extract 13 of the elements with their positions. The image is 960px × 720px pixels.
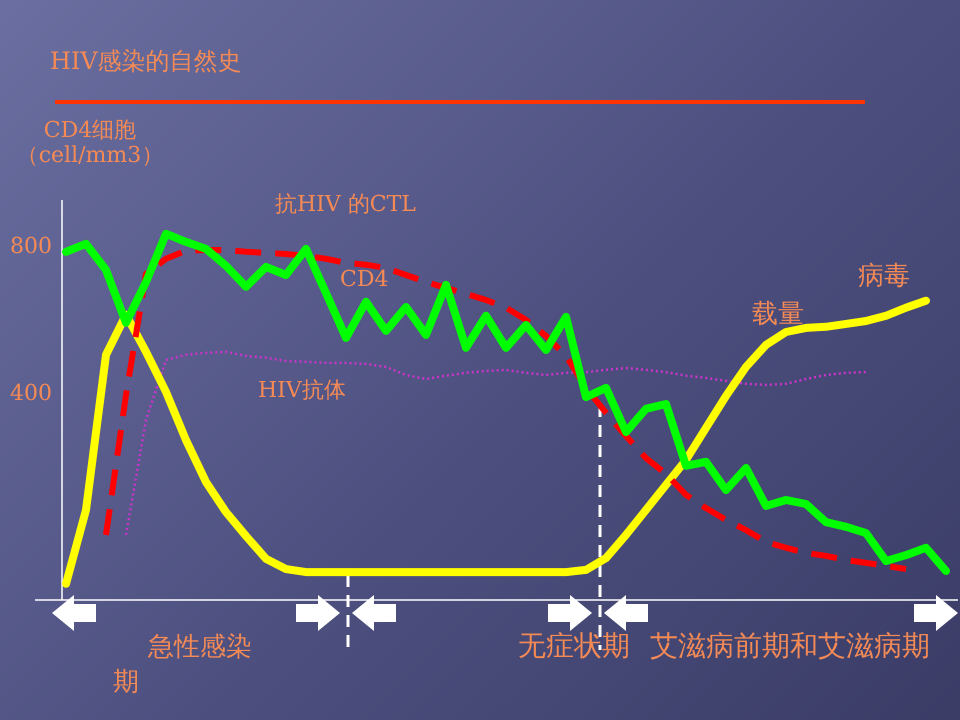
annotation: 抗HIV 的CTL [275, 192, 416, 218]
annotation: HIV抗体 [258, 378, 346, 404]
annotation: CD4 [340, 267, 388, 292]
text: 急性感染期 [113, 631, 253, 700]
annotation: 载量 [752, 299, 804, 330]
text: 艾滋病前期和艾滋病期 [650, 629, 930, 662]
y-tick-label: 400 [10, 380, 52, 406]
annotation: 病毒 [858, 261, 910, 292]
line-series [124, 350, 868, 536]
text: 无症状期 [518, 629, 630, 662]
y-axis-title: CD4细胞（cell/mm3） [16, 118, 164, 169]
chart-title: HIV感染的自然史 [50, 47, 242, 76]
y-tick-label: 800 [10, 234, 52, 259]
